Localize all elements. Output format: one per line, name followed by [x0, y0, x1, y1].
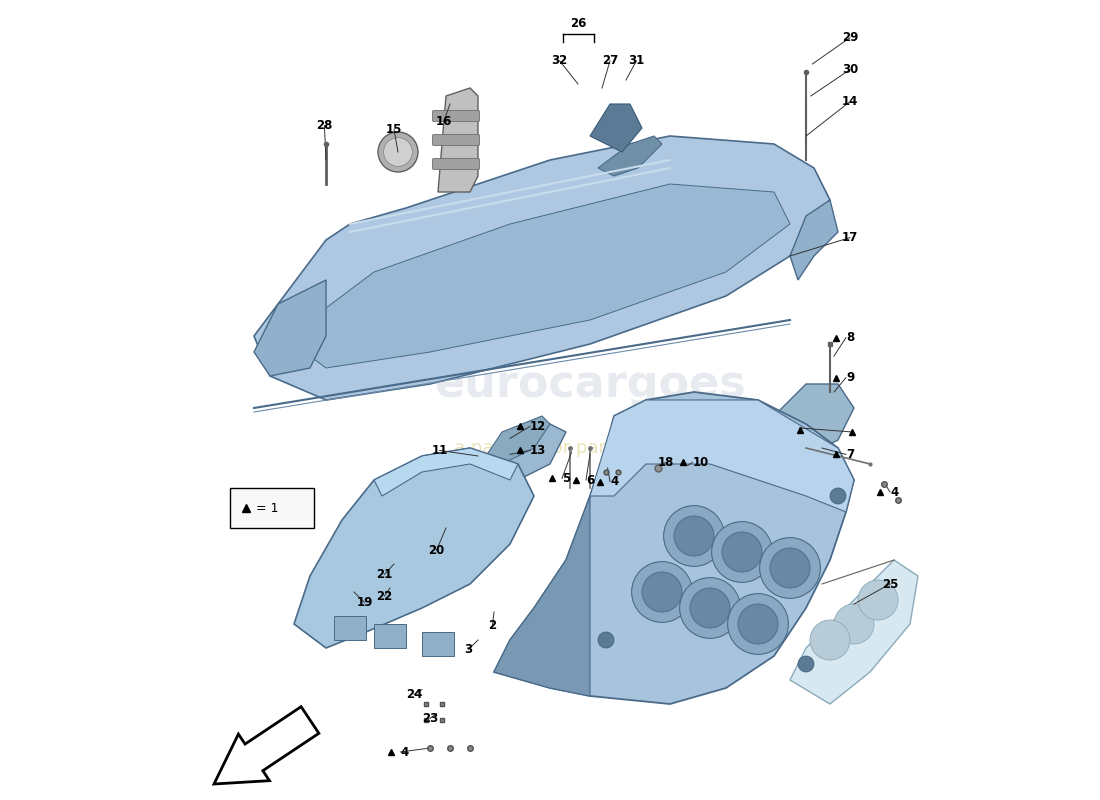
- Text: 22: 22: [376, 590, 393, 602]
- Polygon shape: [494, 392, 854, 704]
- FancyBboxPatch shape: [432, 158, 480, 170]
- Polygon shape: [598, 136, 662, 176]
- Polygon shape: [494, 496, 590, 696]
- Text: 2: 2: [488, 619, 496, 632]
- Text: 21: 21: [376, 568, 393, 581]
- Polygon shape: [486, 416, 550, 464]
- FancyBboxPatch shape: [432, 134, 480, 146]
- Text: 16: 16: [436, 115, 452, 128]
- Text: 4: 4: [610, 475, 618, 488]
- Circle shape: [760, 538, 821, 598]
- Text: 15: 15: [386, 123, 403, 136]
- Circle shape: [680, 578, 740, 638]
- Text: 8: 8: [846, 331, 855, 344]
- Text: 25: 25: [882, 578, 899, 590]
- Circle shape: [663, 506, 725, 566]
- Text: 11: 11: [431, 444, 448, 457]
- Polygon shape: [590, 104, 642, 152]
- Text: eurocargoes: eurocargoes: [434, 362, 746, 406]
- Text: 12: 12: [530, 420, 547, 433]
- Text: 9: 9: [846, 371, 855, 384]
- Text: 10: 10: [692, 456, 708, 469]
- Text: 31: 31: [628, 54, 645, 67]
- Text: 13: 13: [530, 444, 547, 457]
- Text: 4: 4: [890, 486, 899, 498]
- Text: 20: 20: [428, 544, 444, 557]
- Text: 28: 28: [316, 119, 332, 132]
- Circle shape: [770, 548, 810, 588]
- Polygon shape: [254, 280, 326, 376]
- Text: 19: 19: [356, 596, 373, 609]
- Circle shape: [834, 604, 874, 644]
- Circle shape: [674, 516, 714, 556]
- Circle shape: [690, 588, 730, 628]
- Circle shape: [858, 580, 898, 620]
- Text: a passion for parts since 1985: a passion for parts since 1985: [453, 439, 726, 457]
- Text: 5: 5: [562, 472, 570, 485]
- Text: 3: 3: [464, 643, 473, 656]
- Text: 23: 23: [422, 712, 438, 725]
- Circle shape: [642, 572, 682, 612]
- FancyArrow shape: [214, 706, 319, 784]
- Polygon shape: [758, 384, 854, 464]
- Text: 18: 18: [658, 456, 674, 469]
- Circle shape: [798, 656, 814, 672]
- Circle shape: [722, 532, 762, 572]
- Text: 14: 14: [842, 95, 858, 108]
- Circle shape: [712, 522, 772, 582]
- Text: = 1: = 1: [255, 502, 278, 514]
- Polygon shape: [438, 88, 478, 192]
- Text: 30: 30: [842, 63, 858, 76]
- FancyBboxPatch shape: [432, 110, 480, 122]
- Circle shape: [631, 562, 692, 622]
- Polygon shape: [790, 200, 838, 280]
- Polygon shape: [422, 632, 454, 656]
- Circle shape: [738, 604, 778, 644]
- Text: 7: 7: [846, 448, 854, 461]
- Circle shape: [384, 138, 412, 166]
- Polygon shape: [334, 616, 366, 640]
- Polygon shape: [374, 624, 406, 648]
- Text: 32: 32: [551, 54, 568, 67]
- Text: 29: 29: [842, 31, 858, 44]
- Polygon shape: [790, 560, 918, 704]
- Circle shape: [830, 488, 846, 504]
- Text: 27: 27: [602, 54, 618, 67]
- Polygon shape: [294, 448, 534, 648]
- Text: 6: 6: [586, 474, 594, 486]
- Text: 26: 26: [570, 18, 586, 30]
- Text: 4: 4: [400, 746, 409, 758]
- Text: 17: 17: [842, 231, 858, 244]
- Circle shape: [810, 620, 850, 660]
- Polygon shape: [254, 136, 830, 400]
- Polygon shape: [294, 184, 790, 368]
- Polygon shape: [462, 424, 566, 504]
- Circle shape: [727, 594, 789, 654]
- Polygon shape: [590, 400, 854, 512]
- Text: 24: 24: [406, 688, 422, 701]
- Circle shape: [378, 132, 418, 172]
- FancyBboxPatch shape: [230, 488, 313, 528]
- Circle shape: [598, 632, 614, 648]
- Polygon shape: [374, 448, 518, 496]
